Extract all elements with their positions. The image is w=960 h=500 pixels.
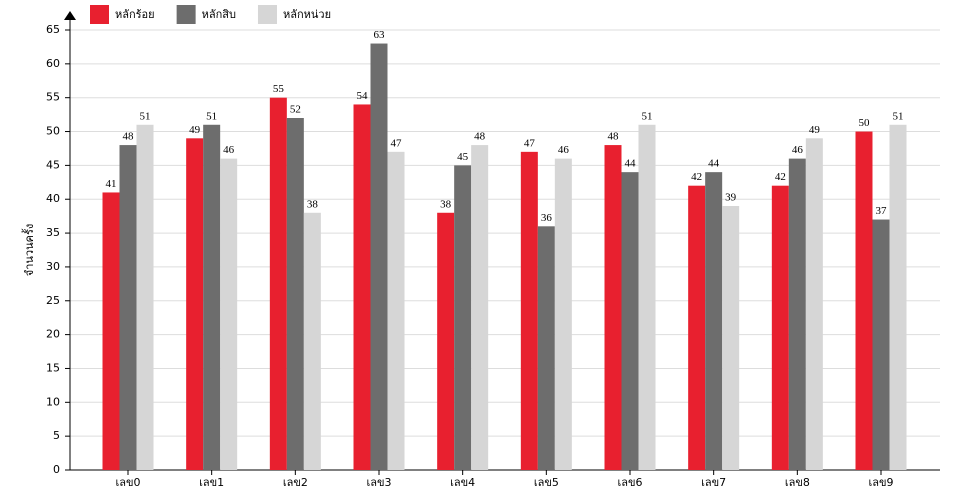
bar <box>872 219 890 470</box>
legend-swatch <box>257 5 277 24</box>
y-tick-label: 20 <box>46 328 60 341</box>
y-tick-label: 40 <box>46 192 60 205</box>
y-tick-label: 5 <box>53 429 60 442</box>
bar <box>102 192 120 470</box>
value-label: 51 <box>206 110 217 122</box>
x-tick-label: เลข9 <box>868 476 893 489</box>
value-label: 42 <box>691 171 702 183</box>
bar <box>621 172 639 470</box>
value-label: 51 <box>642 110 653 122</box>
value-label: 41 <box>106 178 117 190</box>
bar <box>353 104 371 470</box>
y-tick-label: 45 <box>46 158 60 171</box>
bar <box>136 124 154 471</box>
value-label: 49 <box>809 124 821 136</box>
value-label: 46 <box>223 144 235 156</box>
y-tick-label: 25 <box>46 294 60 307</box>
bar <box>520 151 538 470</box>
value-label: 46 <box>792 144 804 156</box>
value-label: 38 <box>307 198 319 210</box>
bar <box>688 185 706 470</box>
y-tick-label: 65 <box>46 23 60 36</box>
bar <box>286 118 304 470</box>
y-tick-label: 60 <box>46 57 60 70</box>
value-label: 44 <box>625 158 637 170</box>
x-tick-label: เลข4 <box>450 476 475 489</box>
bar <box>186 138 204 471</box>
legend-swatch <box>90 5 109 24</box>
value-label: 47 <box>524 137 536 149</box>
value-label: 49 <box>189 124 201 136</box>
bar <box>203 124 221 471</box>
bar <box>387 151 405 470</box>
value-label: 39 <box>725 192 737 204</box>
y-tick-label: 10 <box>46 395 60 408</box>
value-label: 44 <box>708 158 720 170</box>
bar <box>537 226 555 470</box>
bar <box>269 97 287 470</box>
y-tick-label: 0 <box>53 463 60 476</box>
value-label: 47 <box>391 137 403 149</box>
bar <box>771 185 789 470</box>
value-label: 48 <box>474 131 486 143</box>
x-tick-label: เลข8 <box>785 476 810 489</box>
bar <box>604 145 622 471</box>
value-label: 51 <box>893 110 904 122</box>
bar <box>889 124 907 471</box>
value-label: 51 <box>140 110 151 122</box>
bar <box>722 206 740 470</box>
y-tick-label: 35 <box>46 226 60 239</box>
x-tick-label: เลข7 <box>701 476 726 489</box>
x-tick-label: เลข0 <box>115 476 140 489</box>
value-label: 63 <box>374 29 386 41</box>
bar <box>220 158 238 470</box>
x-tick-label: เลข3 <box>366 476 391 489</box>
value-label: 36 <box>541 212 553 224</box>
value-label: 54 <box>357 90 369 102</box>
value-label: 52 <box>290 104 301 116</box>
value-label: 55 <box>273 83 285 95</box>
value-label: 48 <box>123 131 135 143</box>
bar <box>554 158 572 470</box>
y-tick-label: 50 <box>46 125 60 138</box>
value-label: 48 <box>608 131 620 143</box>
bar <box>638 124 656 471</box>
value-label: 45 <box>457 151 469 163</box>
value-label: 42 <box>775 171 786 183</box>
legend-label: หลักร้อย <box>115 8 155 21</box>
y-tick-label: 55 <box>46 91 60 104</box>
x-tick-label: เลข6 <box>617 476 642 489</box>
x-tick-label: เลข2 <box>283 476 308 489</box>
bar <box>119 145 137 471</box>
y-axis-label: จำนวนครั้ง <box>21 224 36 276</box>
value-label: 37 <box>876 205 888 217</box>
bar <box>788 158 806 470</box>
bar <box>805 138 823 471</box>
bar <box>471 145 489 471</box>
bar <box>855 131 873 471</box>
legend-label: หลักสิบ <box>202 8 236 21</box>
value-label: 38 <box>440 198 452 210</box>
legend-label: หลักหน่วย <box>283 8 331 21</box>
value-label: 50 <box>859 117 871 129</box>
bar <box>303 212 321 470</box>
y-tick-label: 15 <box>46 361 60 374</box>
y-tick-label: 30 <box>46 260 60 273</box>
legend-swatch <box>176 5 196 24</box>
bar <box>705 172 723 470</box>
x-tick-label: เลข1 <box>199 476 224 489</box>
value-label: 46 <box>558 144 570 156</box>
x-tick-label: เลข5 <box>534 476 559 489</box>
bar <box>437 212 455 470</box>
bar <box>454 165 472 470</box>
bar <box>370 43 388 471</box>
